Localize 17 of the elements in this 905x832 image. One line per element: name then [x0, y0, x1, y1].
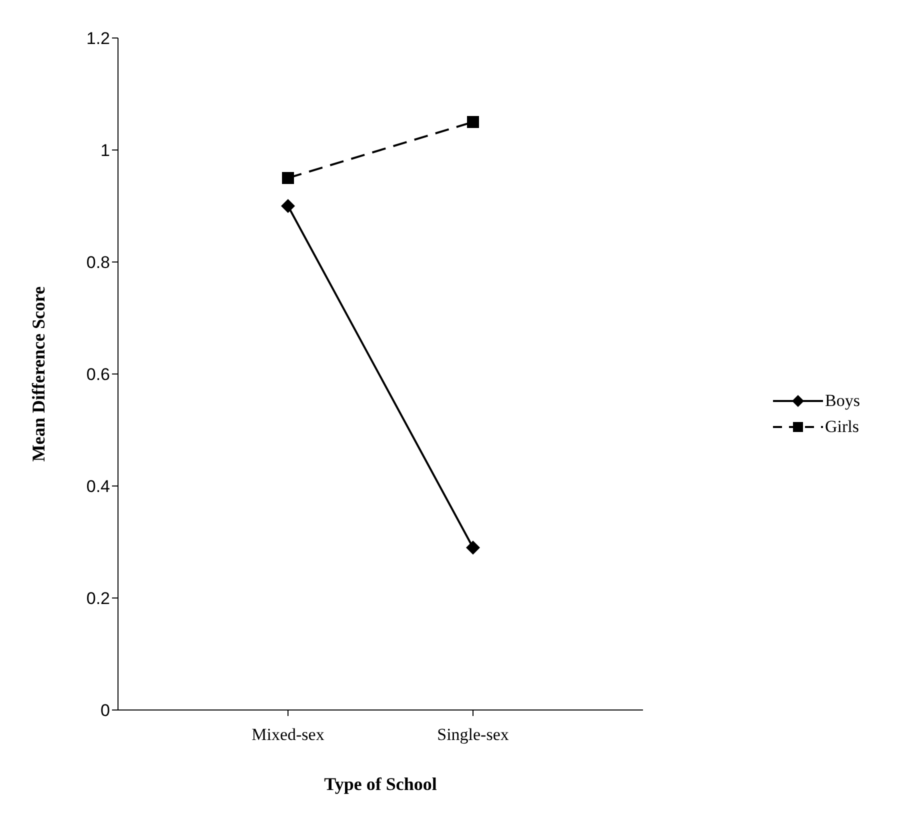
point [282, 172, 294, 184]
y-tick-label: 1 [100, 141, 110, 160]
legend-label: Girls [825, 417, 859, 437]
y-tick-label: 1.2 [86, 29, 110, 48]
y-tick-label: 0.4 [86, 477, 110, 496]
point [466, 540, 480, 555]
point [281, 199, 295, 213]
y-axis-title: Mean Difference Score [28, 286, 48, 462]
x-axis-title: Type of School [324, 774, 437, 794]
point [467, 116, 479, 128]
x-tick-label: Single-sex [437, 725, 510, 744]
y-tick-label: 0.8 [86, 253, 110, 272]
x-tick-label: Mixed-sex [252, 725, 325, 744]
legend-label: Boys [825, 391, 860, 411]
y-tick-label: 0.6 [86, 365, 110, 384]
y-tick-label: 0 [100, 701, 110, 720]
y-tick-label: 0.2 [86, 589, 110, 608]
